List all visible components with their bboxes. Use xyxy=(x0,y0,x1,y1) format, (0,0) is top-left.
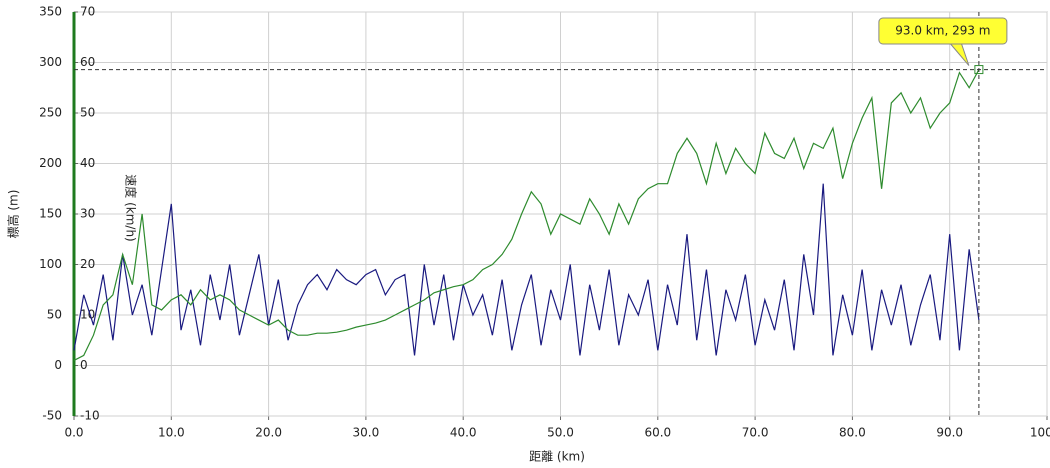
y-tick-label: 150 xyxy=(39,207,62,221)
x-tick-label: 50.0 xyxy=(547,426,574,440)
x-axis-label: 距離 (km) xyxy=(529,450,585,464)
y-tick-label: 100 xyxy=(39,257,62,271)
y-tick-label: 200 xyxy=(39,156,62,170)
x-tick-label: 20.0 xyxy=(255,426,282,440)
x-tick-label: 100.0 xyxy=(1030,426,1050,440)
y2-tick-label: 10 xyxy=(80,308,95,322)
x-tick-label: 70.0 xyxy=(742,426,769,440)
x-tick-label: 10.0 xyxy=(158,426,185,440)
y2-tick-label: 30 xyxy=(80,207,95,221)
y-tick-label: 250 xyxy=(39,106,62,120)
y-tick-label: 0 xyxy=(54,358,62,372)
crosshair-point xyxy=(974,65,984,75)
x-tick-label: 40.0 xyxy=(450,426,477,440)
y-tick-label: 300 xyxy=(39,55,62,69)
y-axis-label: 標高 (m) xyxy=(6,190,21,239)
y2-tick-label: 0 xyxy=(80,358,88,372)
tooltip xyxy=(878,17,1008,45)
x-tick-label: 90.0 xyxy=(936,426,963,440)
y2-tick-label: 50 xyxy=(80,106,95,120)
y-tick-label: 50 xyxy=(47,308,62,322)
x-tick-label: 60.0 xyxy=(644,426,671,440)
tooltip-text: 93.0 km, 293 m xyxy=(895,24,990,38)
y-tick-label: 350 xyxy=(39,5,62,19)
x-tick-label: 0.0 xyxy=(64,426,83,440)
y2-tick-label: 40 xyxy=(80,156,95,170)
series-line xyxy=(73,183,980,356)
y-tick-label: -50 xyxy=(42,409,62,423)
y2-axis-label: 速度 (km/h) xyxy=(124,174,139,241)
y2-tick-label: 60 xyxy=(80,55,95,69)
y2-tick-label: 70 xyxy=(80,5,95,19)
y2-tick-label: 20 xyxy=(80,257,95,271)
series-line xyxy=(73,69,980,361)
x-tick-label: 80.0 xyxy=(839,426,866,440)
y2-tick-label: -10 xyxy=(80,409,100,423)
x-tick-label: 30.0 xyxy=(353,426,380,440)
